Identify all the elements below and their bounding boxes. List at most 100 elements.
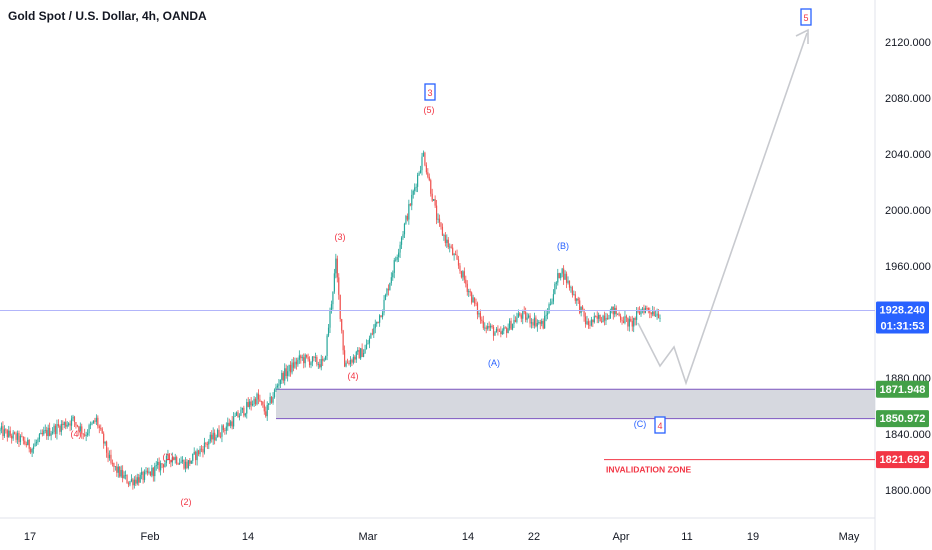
candle-body <box>70 418 73 426</box>
candle-body <box>441 226 444 236</box>
candle-body <box>222 425 225 431</box>
candle-body <box>548 304 550 314</box>
candle-body <box>523 311 525 313</box>
support-zone[interactable] <box>276 388 875 420</box>
candle-body <box>307 357 309 360</box>
candle-body <box>341 319 343 331</box>
candle-body <box>438 218 441 223</box>
candle-body <box>224 430 226 431</box>
candle-body <box>297 359 299 365</box>
candle-body <box>405 216 407 224</box>
candle-body <box>417 175 419 187</box>
candle-body <box>348 363 350 365</box>
invalidation-tag <box>876 451 929 469</box>
candle-body <box>238 415 241 418</box>
candle-body <box>228 422 230 426</box>
wave-label: (C) <box>634 419 647 429</box>
y-axis[interactable]: 2120.000 2080.000 2040.000 2000.000 1960.000… <box>885 37 931 497</box>
candle-body <box>123 475 125 478</box>
candle-body <box>304 354 306 364</box>
candle-body <box>199 448 201 455</box>
candle-body <box>457 259 460 266</box>
candle-body <box>8 430 10 438</box>
candle-body <box>554 283 556 295</box>
x-axis[interactable]: 17 Feb 14 Mar 14 22 Apr 11 19 May <box>24 531 860 543</box>
candle-body <box>47 427 49 437</box>
candle-body <box>65 422 67 427</box>
candle-body <box>419 170 422 173</box>
candle-body <box>617 313 619 315</box>
candle-body <box>433 199 435 201</box>
invalidation-tag-text: 1821.692 <box>880 454 926 466</box>
wave-box <box>800 8 812 26</box>
y-tick-label: 2080.000 <box>885 93 931 105</box>
candle-body <box>551 301 553 304</box>
candle-body <box>463 271 465 280</box>
candle-body <box>0 426 3 430</box>
candle-body <box>15 433 17 440</box>
candle-body <box>197 450 200 455</box>
candle-body <box>288 364 290 372</box>
candle-body <box>351 359 353 363</box>
candle-body <box>291 362 293 373</box>
candle-body <box>589 324 591 326</box>
candle-body <box>587 321 590 325</box>
candle-body <box>376 321 378 324</box>
candle-body <box>525 311 527 320</box>
candle-body <box>542 320 544 329</box>
candle-body <box>35 442 38 444</box>
candle-body <box>319 364 321 368</box>
candle-body <box>129 481 131 485</box>
candle-body <box>294 361 296 368</box>
candle-body <box>79 426 81 432</box>
zone-box <box>276 389 875 419</box>
candle-body <box>590 319 592 326</box>
candle-body <box>306 354 308 358</box>
candle-body <box>19 436 22 443</box>
candle-body <box>276 385 279 388</box>
candle-body <box>97 417 99 427</box>
candle-body <box>596 316 598 319</box>
candle-body <box>535 317 537 327</box>
candle-body <box>273 389 276 398</box>
candle-body <box>308 359 311 366</box>
candle-body <box>396 256 398 260</box>
candle-body <box>511 323 514 330</box>
candle-body <box>279 379 281 385</box>
candle-body <box>30 448 32 453</box>
candle-body <box>490 325 492 328</box>
candle-body <box>586 321 588 325</box>
candle-body <box>231 421 233 427</box>
x-tick-label: Mar <box>359 531 378 543</box>
x-tick-label: 14 <box>462 531 474 543</box>
candle-body <box>602 315 604 323</box>
candle-body <box>332 291 334 305</box>
last-price-tag-text: 1928.240 <box>880 304 926 316</box>
candle-body <box>571 287 573 295</box>
candle-body <box>335 258 337 274</box>
candle-body <box>167 454 169 456</box>
candle-body <box>476 303 479 315</box>
candle-body <box>76 425 78 427</box>
candle-body <box>95 417 97 422</box>
candle-body <box>135 479 137 484</box>
candle-body <box>215 437 217 441</box>
candle-body <box>322 358 324 361</box>
candle-body <box>633 318 635 327</box>
candle-body <box>171 457 173 463</box>
candle-body <box>603 315 606 321</box>
candle-body <box>298 355 300 360</box>
y-tick-label: 1960.000 <box>885 261 931 273</box>
candle-body <box>18 433 20 443</box>
price-tags: 1928.240 01:31:53 1871.948 1850.972 1821.692 <box>876 301 929 469</box>
last-price-tag <box>876 301 929 334</box>
candle-body <box>354 356 356 360</box>
candle-body <box>561 268 563 274</box>
candle-body <box>152 467 154 477</box>
candle-body <box>24 440 26 444</box>
candle-body <box>624 316 626 324</box>
candle-body <box>573 294 575 296</box>
candle-body <box>101 428 103 434</box>
